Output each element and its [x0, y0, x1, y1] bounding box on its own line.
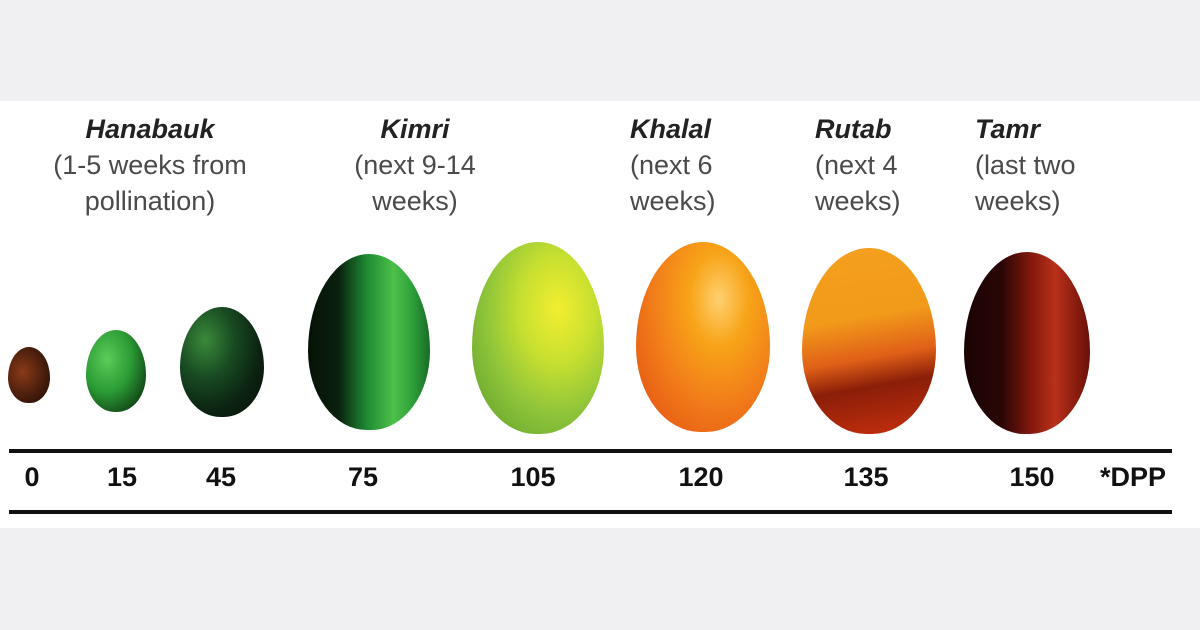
stage-rutab: Rutab (next 4 weeks)	[815, 113, 945, 221]
axis-unit-label: *DPP	[1099, 462, 1167, 492]
stage-desc-line2: pollination)	[84, 186, 216, 216]
date-fruit-day135	[802, 248, 936, 434]
date-fruit-day150	[964, 252, 1090, 434]
date-fruit-day75	[308, 254, 430, 430]
stage-name: Tamr	[975, 114, 1041, 144]
axis-tick-45: 45	[205, 462, 237, 492]
axis-tick-0: 0	[24, 462, 40, 492]
stage-name: Rutab	[815, 114, 892, 144]
stage-khalal: Khalal (next 6 weeks)	[630, 113, 750, 221]
axis-bottom-rule	[9, 510, 1172, 514]
stage-desc-line2: weeks)	[372, 186, 458, 216]
axis-tick-75: 75	[347, 462, 379, 492]
axis-tick-105: 105	[510, 462, 556, 492]
date-fruit-day105	[472, 242, 604, 434]
stage-desc-line1: (next 6	[630, 150, 713, 180]
date-fruit-day120	[636, 242, 770, 432]
date-fruit-day0	[8, 347, 50, 403]
stage-name: Kimri	[380, 114, 450, 144]
stage-desc-line1: (1-5 weeks from	[53, 150, 247, 180]
stage-desc-line2: weeks)	[975, 186, 1061, 216]
axis-tick-120: 120	[678, 462, 724, 492]
axis-top-rule	[9, 449, 1172, 453]
stage-name: Hanabauk	[85, 114, 215, 144]
stage-desc-line1: (next 9-14	[354, 150, 476, 180]
stage-tamr: Tamr (last two weeks)	[975, 113, 1125, 221]
stage-desc-line2: weeks)	[815, 186, 901, 216]
axis-tick-135: 135	[843, 462, 889, 492]
stage-name: Khalal	[630, 114, 712, 144]
axis-tick-15: 15	[106, 462, 138, 492]
date-fruit-day45	[180, 307, 264, 417]
stage-desc-line2: weeks)	[630, 186, 716, 216]
stage-desc-line1: (last two	[975, 150, 1076, 180]
stage-hanabauk: Hanabauk (1-5 weeks from pollination)	[10, 113, 290, 221]
axis-tick-150: 150	[1009, 462, 1055, 492]
date-fruit-day15	[86, 330, 146, 412]
stage-desc-line1: (next 4	[815, 150, 898, 180]
stage-kimri: Kimri (next 9-14 weeks)	[320, 113, 510, 221]
